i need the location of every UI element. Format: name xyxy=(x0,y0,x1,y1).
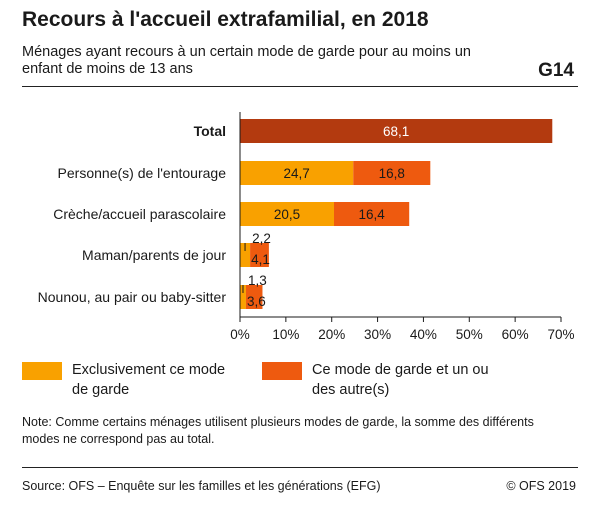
legend-swatch-combined xyxy=(262,362,302,380)
bar-total xyxy=(240,119,553,143)
data-label-combined: 4,1 xyxy=(251,252,270,267)
x-tick-label: 20% xyxy=(318,327,345,342)
x-tick-label: 70% xyxy=(547,327,574,342)
x-tick-label: 0% xyxy=(230,327,250,342)
category-label: Maman/parents de jour xyxy=(82,247,226,263)
x-tick-label: 50% xyxy=(456,327,483,342)
data-label-combined: 16,4 xyxy=(358,207,385,222)
bar-combined xyxy=(250,243,269,267)
figure-id: G14 xyxy=(538,60,574,81)
bar-exclusive xyxy=(240,243,251,267)
category-label: Nounou, au pair ou baby-sitter xyxy=(38,289,227,305)
category-label: Crèche/accueil parascolaire xyxy=(53,206,226,222)
data-label-total: 68,1 xyxy=(383,124,409,139)
category-label: Personne(s) de l'entourage xyxy=(58,165,227,181)
legend-label-exclusive-line2: de garde xyxy=(72,382,130,398)
legend-swatch-exclusive xyxy=(22,362,62,380)
data-label-exclusive: 1,3 xyxy=(248,273,267,288)
data-label-exclusive: 2,2 xyxy=(252,231,271,246)
chart-title: Recours à l'accueil extrafamilial, en 20… xyxy=(22,8,429,31)
bar-combined xyxy=(353,161,431,185)
bar-exclusive xyxy=(240,161,354,185)
x-tick-label: 10% xyxy=(272,327,299,342)
copyright-text: © OFS 2019 xyxy=(506,479,576,493)
note-line1: Note: Comme certains ménages utilisent p… xyxy=(22,415,534,429)
chart-subtitle: Ménages ayant recours à un certain mode … xyxy=(22,44,471,77)
bar-exclusive xyxy=(240,202,335,226)
bar-combined xyxy=(334,202,410,226)
data-label-combined: 3,6 xyxy=(247,294,266,309)
bottom-divider xyxy=(22,467,578,468)
legend-label-exclusive: Exclusivement ce mode de garde xyxy=(72,360,225,400)
note: Note: Comme certains ménages utilisent p… xyxy=(22,414,578,448)
legend-label-combined-line1: Ce mode de garde et un ou xyxy=(312,362,489,378)
data-label-exclusive: 24,7 xyxy=(283,166,309,181)
bar-exclusive xyxy=(240,285,246,309)
top-divider xyxy=(22,86,578,87)
data-label-combined: 16,8 xyxy=(379,166,405,181)
source-text: Source: OFS – Enquête sur les familles e… xyxy=(22,479,381,493)
note-line2: modes ne correspond pas au total. xyxy=(22,432,215,446)
legend-label-exclusive-line1: Exclusivement ce mode xyxy=(72,362,226,378)
category-label: Total xyxy=(194,123,226,139)
x-tick-label: 40% xyxy=(410,327,437,342)
data-label-exclusive: 20,5 xyxy=(274,207,300,222)
x-tick-label: 30% xyxy=(364,327,391,342)
legend-label-combined: Ce mode de garde et un ou des autre(s) xyxy=(312,360,489,400)
legend-label-combined-line2: des autre(s) xyxy=(312,382,390,398)
x-tick-label: 60% xyxy=(502,327,529,342)
bar-combined xyxy=(245,285,263,309)
bar-chart: Total 68,1 Personne(s) de l'entourage 24,7 1… xyxy=(38,112,575,342)
